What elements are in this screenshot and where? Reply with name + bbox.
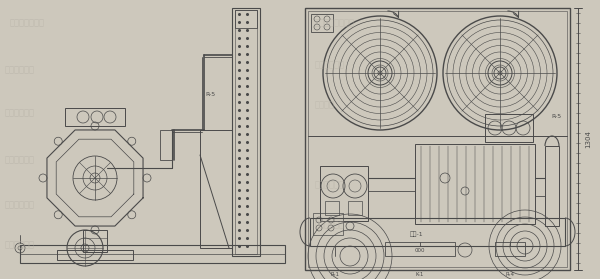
Bar [83, 230, 107, 252]
Bar [310, 218, 565, 246]
Bar [57, 250, 133, 260]
Text: R-4: R-4 [505, 272, 515, 277]
Text: 贮液-1: 贮液-1 [410, 231, 424, 237]
Bar [160, 130, 172, 160]
Text: 故障分析输入: 故障分析输入 [5, 108, 35, 117]
Bar [311, 14, 333, 32]
Bar [235, 10, 257, 28]
Text: 北京冷冻机中央: 北京冷冻机中央 [10, 18, 45, 27]
Bar [200, 130, 232, 248]
Text: 北京经验故障: 北京经验故障 [5, 155, 35, 164]
Bar [348, 201, 362, 215]
Bar [313, 213, 343, 235]
Bar [545, 146, 559, 226]
Text: 制冷压缩总结: 制冷压缩总结 [5, 200, 35, 209]
Bar [235, 10, 257, 254]
Text: R-5: R-5 [205, 93, 215, 97]
Text: 半封闭制冷压缩机: 半封闭制冷压缩机 [315, 18, 355, 27]
Text: 1304: 1304 [585, 130, 591, 148]
Bar [232, 8, 260, 256]
Text: K-1: K-1 [416, 272, 424, 277]
Text: 经验总结中央: 经验总结中央 [5, 65, 35, 74]
Bar [305, 8, 570, 270]
Bar [485, 114, 533, 142]
Bar [308, 11, 567, 267]
Bar [385, 242, 455, 256]
Text: 使用经验总结: 使用经验总结 [315, 60, 345, 69]
Bar [65, 108, 125, 126]
Bar [495, 242, 525, 256]
Text: 000: 000 [415, 247, 425, 252]
Text: 压缩机组使用: 压缩机组使用 [315, 220, 345, 229]
Text: 经验使用故障: 经验使用故障 [5, 240, 35, 249]
Bar [320, 166, 368, 221]
Text: R-5: R-5 [552, 114, 562, 119]
Text: 故障分析: 故障分析 [315, 100, 335, 109]
Bar [20, 245, 285, 263]
Bar [415, 144, 535, 224]
Text: 制冷故障经验: 制冷故障经验 [315, 180, 345, 189]
Text: R-1: R-1 [331, 272, 340, 277]
Bar [325, 201, 339, 215]
